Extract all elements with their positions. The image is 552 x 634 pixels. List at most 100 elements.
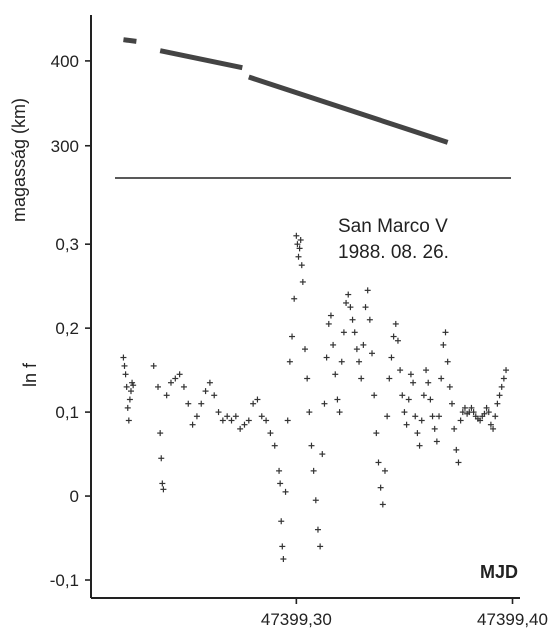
data-point [250,400,257,407]
data-point [336,409,343,416]
data-point [459,409,466,416]
data-point [215,409,222,416]
data-point [126,396,133,403]
data-point [468,404,475,411]
data-point [448,400,455,407]
data-point [503,367,510,374]
x-axis-title: MJD [480,562,518,582]
data-point [377,484,384,491]
data-point [157,430,164,437]
data-point [193,413,200,420]
data-point [412,413,419,420]
data-point [120,354,127,361]
data-point [440,341,447,348]
data-point [185,400,192,407]
data-point [314,526,321,533]
data-point [160,486,167,493]
data-point [407,371,414,378]
data-point [442,329,449,336]
data-point [159,480,166,487]
data-point [267,430,274,437]
data-point [327,312,334,319]
data-point [125,417,132,424]
data-point [470,409,477,416]
bottom-y-tick-label: 0 [70,487,79,506]
data-point [163,392,170,399]
data-point [338,358,345,365]
data-point [312,497,319,504]
data-point [490,425,497,432]
data-point [403,421,410,428]
data-point [237,425,244,432]
top-y-tick-label: 300 [51,137,79,156]
data-point [189,421,196,428]
data-point [392,320,399,327]
data-point [198,400,205,407]
data-point [369,350,376,357]
data-point [271,442,278,449]
bottom-y-tick-label: 0,2 [55,319,79,338]
data-point [444,358,451,365]
data-point [280,556,287,563]
data-point [297,236,304,243]
data-point [291,295,298,302]
data-point [418,417,425,424]
data-point [284,417,291,424]
top-panel-series [123,37,449,145]
data-point [477,417,484,424]
data-point [446,383,453,390]
data-point [438,375,445,382]
data-point [492,413,499,420]
data-point [241,421,248,428]
data-point [353,346,360,353]
data-point [429,413,436,420]
data-point [123,383,130,390]
data-point [332,371,339,378]
data-point [330,341,337,348]
data-point [381,467,388,474]
data-point [279,543,286,550]
data-point [296,245,303,252]
data-point [416,442,423,449]
data-point [427,396,434,403]
data-point [172,375,179,382]
data-point [310,467,317,474]
data-point [375,459,382,466]
data-point [211,392,218,399]
bottom-y-tick-label: 0,3 [55,235,79,254]
x-tick-label: 47399,40 [477,610,548,629]
data-point [343,299,350,306]
data-point [483,404,490,411]
data-point [431,425,438,432]
data-point [276,467,283,474]
data-point [124,404,131,411]
data-point [420,392,427,399]
data-point [436,413,443,420]
data-point [414,430,421,437]
data-point [232,413,239,420]
data-point [358,375,365,382]
annotation-line-2: 1988. 08. 26. [338,242,449,263]
data-point [158,455,165,462]
data-point [366,316,373,323]
data-point [263,417,270,424]
data-point [405,396,412,403]
altitude-segment [159,48,243,71]
data-point [379,501,386,508]
data-point [298,262,305,269]
data-point [494,400,501,407]
data-point [397,367,404,374]
altitude-segment [248,74,449,145]
data-point [219,417,226,424]
data-point [325,320,332,327]
data-point [294,241,301,248]
data-point [308,442,315,449]
data-point [319,451,326,458]
data-point [202,388,209,395]
data-point [410,379,417,386]
data-point [340,329,347,336]
data-point [282,488,289,495]
data-point [176,371,183,378]
data-point [334,396,341,403]
data-point [121,362,128,369]
